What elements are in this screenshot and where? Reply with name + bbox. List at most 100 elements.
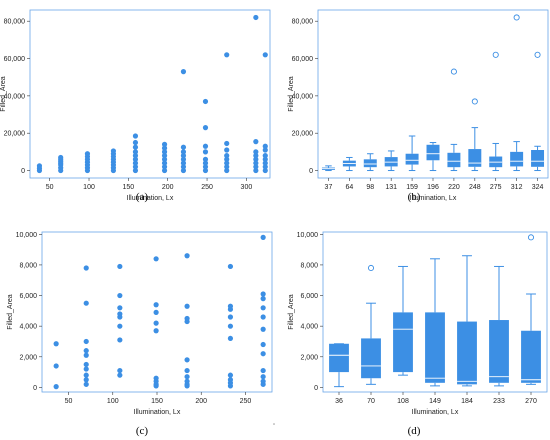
y-tick-label: 40,000 [292, 93, 314, 100]
y-tick-label: 20,000 [292, 131, 314, 138]
y-axis-title: Filled_Area [288, 294, 295, 330]
y-axis-title: Filled_Area [288, 76, 295, 112]
data-point [260, 296, 266, 302]
data-point [227, 372, 234, 378]
data-point [253, 153, 259, 159]
box-64 [342, 156, 356, 172]
data-point [184, 357, 190, 363]
panel-label-b: (b) [408, 191, 421, 203]
data-point [117, 311, 123, 317]
data-point [117, 337, 123, 343]
data-point [83, 377, 89, 383]
data-point [262, 164, 268, 170]
x-tick-label: 100 [107, 398, 119, 405]
data-point [83, 348, 89, 354]
data-point [132, 164, 139, 170]
data-point [83, 381, 89, 387]
box-iqr [363, 159, 377, 168]
data-point [202, 167, 209, 174]
data-point [58, 154, 64, 161]
data-point [153, 320, 159, 326]
box-233 [489, 265, 509, 387]
x-tick-label: 220 [448, 184, 460, 191]
data-point [262, 167, 268, 174]
plot-frame [29, 9, 271, 179]
data-point [36, 163, 43, 169]
y-tick-label: 10,000 [16, 232, 38, 239]
data-point [262, 156, 268, 162]
outlier-point [513, 14, 520, 21]
data-point [83, 361, 89, 368]
x-tick-label: 150 [123, 184, 135, 191]
x-tick-label: 248 [469, 184, 481, 191]
data-point [227, 323, 234, 329]
data-point [180, 167, 187, 174]
data-point [184, 315, 190, 322]
x-tick-label: 200 [195, 398, 207, 405]
data-point [260, 351, 266, 357]
x-tick-label: 50 [65, 398, 73, 405]
data-point [161, 156, 168, 162]
y-tick-label: 0 [33, 385, 37, 392]
data-point [83, 352, 89, 358]
data-point [260, 234, 266, 240]
data-point [53, 384, 59, 390]
data-point [161, 149, 168, 155]
box-248 [468, 98, 482, 172]
x-tick-label: 270 [525, 398, 537, 405]
data-point [260, 326, 266, 332]
data-point [180, 144, 187, 150]
data-point [224, 52, 230, 58]
y-tick-label: 4,000 [300, 324, 318, 331]
data-point [227, 303, 234, 309]
data-point [253, 139, 259, 145]
data-point [224, 153, 230, 159]
x-tick-label: 131 [385, 184, 397, 191]
box-196 [426, 142, 440, 172]
x-tick-label: 233 [493, 398, 505, 405]
y-tick-label: 0 [314, 385, 318, 392]
box-iqr [531, 150, 545, 167]
box-iqr [468, 149, 482, 167]
box-iqr [447, 152, 461, 168]
x-tick-label: 324 [532, 184, 544, 191]
data-point [153, 328, 159, 334]
box-iqr [457, 321, 477, 385]
data-point [202, 143, 209, 149]
data-point [83, 338, 89, 345]
y-tick-label: 0 [309, 168, 313, 175]
data-point [153, 375, 159, 381]
data-point [202, 98, 209, 105]
panel-b: 0 20,000 40,000 60,000 80,000 37 64 98 131 159 196… [288, 9, 549, 202]
box-98 [363, 153, 377, 172]
y-tick-label: 2,000 [300, 354, 318, 361]
data-point [260, 291, 266, 297]
data-point [180, 156, 187, 162]
x-tick-label: 70 [367, 398, 375, 405]
y-tick-label: 60,000 [292, 56, 314, 63]
data-point [224, 156, 230, 162]
data-point [161, 141, 168, 147]
data-point [153, 309, 159, 315]
box-184 [457, 255, 477, 387]
data-point [161, 153, 168, 159]
data-point [53, 341, 59, 347]
outlier-point [471, 98, 478, 105]
box-36 [329, 343, 349, 388]
outlier-point [534, 51, 541, 58]
x-tick-label: 312 [511, 184, 523, 191]
x-tick-label: 36 [335, 398, 343, 405]
y-tick-label: 6,000 [19, 293, 37, 300]
x-tick-label: 108 [397, 398, 409, 405]
data-point [262, 160, 268, 166]
data-point [83, 366, 89, 372]
data-point [110, 148, 117, 154]
data-point [132, 160, 139, 166]
data-point [202, 164, 209, 170]
y-tick-label: 4,000 [19, 324, 37, 331]
y-tick-label: 40,000 [4, 93, 26, 100]
data-point [117, 367, 123, 374]
x-axis-title: Illumination, Lx [127, 195, 174, 202]
data-point [260, 367, 266, 374]
